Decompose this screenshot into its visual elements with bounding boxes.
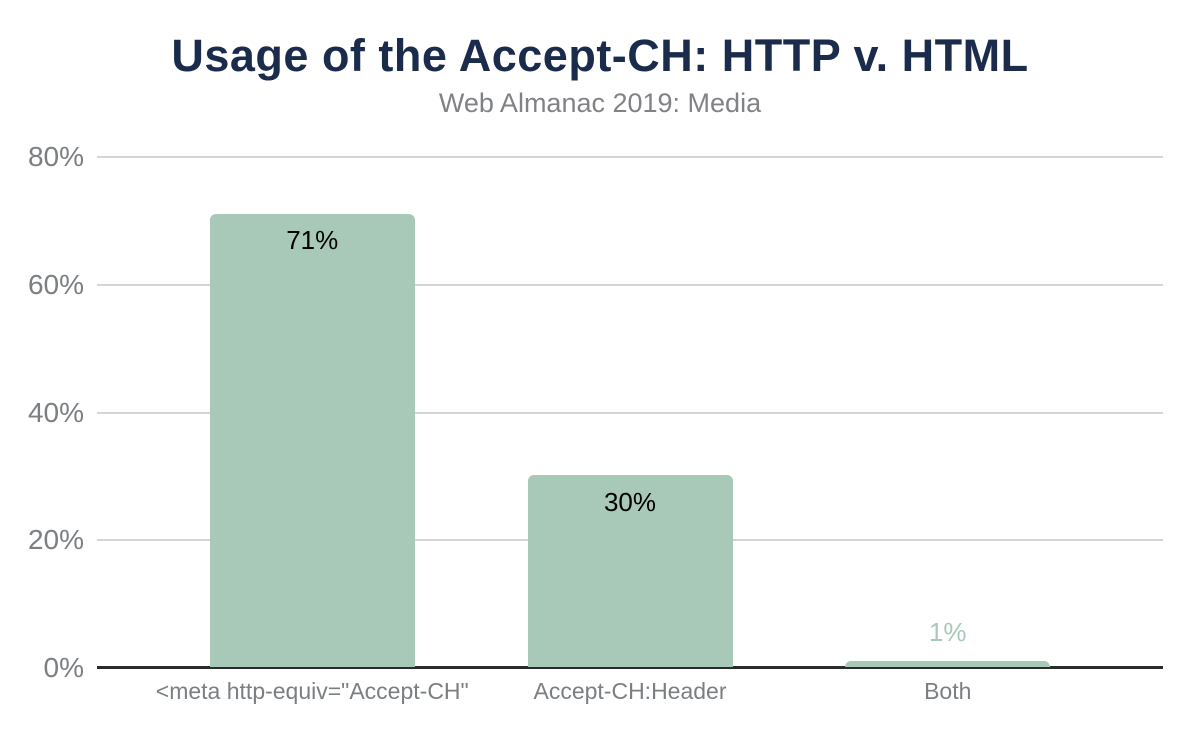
y-axis-tick-label: 40%	[27, 396, 84, 428]
x-axis-category-label: <meta http-equiv="Accept-CH"	[155, 678, 469, 704]
bar-value-label: 1%	[928, 616, 967, 647]
x-axis-baseline	[97, 666, 1163, 669]
y-axis-tick-label: 60%	[27, 268, 84, 300]
x-axis: <meta http-equiv="Accept-CH" Accept-CH:He…	[97, 668, 1163, 714]
bar	[845, 660, 1051, 667]
y-axis-tick-label: 80%	[27, 141, 84, 172]
gridline	[97, 283, 1163, 286]
x-axis-category-label: Accept-CH:Header	[533, 678, 727, 704]
chart-subtitle: Web Almanac 2019: Media	[438, 88, 762, 118]
bar	[209, 213, 415, 667]
y-axis-tick-label: 0%	[43, 652, 84, 683]
gridline	[97, 411, 1163, 414]
y-axis-tick-label: 20%	[27, 524, 84, 556]
gridline	[97, 156, 1163, 158]
chart-title: Usage of the Accept-CH: HTTP v. HTML	[171, 30, 1029, 81]
y-axis: 0% 20% 40% 60% 80%	[0, 141, 84, 683]
bar	[527, 475, 733, 667]
bar-value-label: 30%	[603, 487, 657, 518]
x-axis-category-label: Both	[924, 678, 972, 704]
plot-area: 71% 30% 1%	[97, 156, 1163, 669]
bar-value-label: 71%	[286, 225, 339, 256]
